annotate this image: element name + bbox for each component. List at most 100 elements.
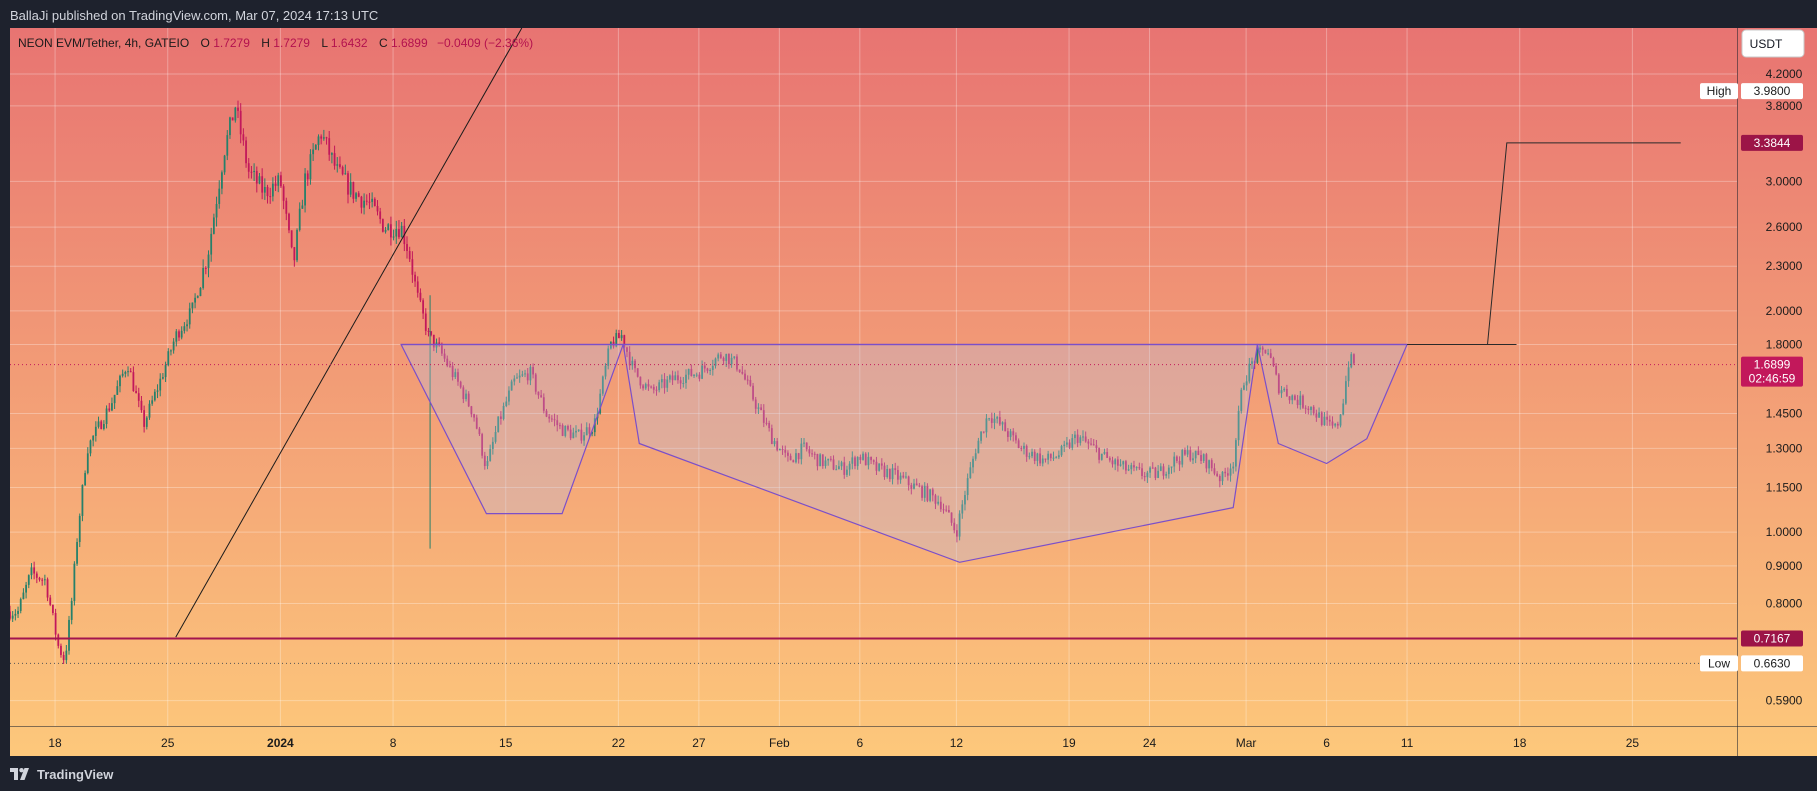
candle-body <box>902 475 905 478</box>
candle-body <box>384 230 387 232</box>
candle-body <box>1200 455 1202 461</box>
candle-body <box>660 379 663 383</box>
candle-body <box>1106 452 1109 458</box>
x-tick-label: 6 <box>1323 736 1330 750</box>
candle-body <box>1167 467 1170 475</box>
y-tick-label: 0.8000 <box>1766 596 1803 610</box>
candle-body <box>78 515 81 542</box>
candle-body <box>65 650 68 661</box>
candle-body <box>1125 461 1127 471</box>
candle-body <box>454 372 457 377</box>
candle-body <box>762 410 765 423</box>
candle-body <box>1154 467 1157 478</box>
candle-body <box>542 397 545 411</box>
target-price-tag-text: 3.3844 <box>1754 136 1791 150</box>
candle-body <box>1192 458 1194 461</box>
candle-body <box>846 469 848 475</box>
candle-body <box>550 418 553 420</box>
candle-body <box>572 432 575 439</box>
candle-body <box>1307 408 1310 410</box>
candle-body <box>424 313 427 331</box>
price-axis[interactable]: 4.2000 3.8000 3.0000 2.6000 2.3000 2.0000 1.80… <box>1766 67 1803 708</box>
candle-body <box>1208 460 1210 469</box>
candle-body <box>145 417 148 427</box>
candle-body <box>988 418 991 420</box>
candle-body <box>81 485 84 516</box>
publish-info: BallaJi published on TradingView.com, Ma… <box>10 8 379 23</box>
candle-body <box>518 375 521 378</box>
low-value-box <box>1741 655 1803 672</box>
time-axis[interactable]: 18 25 2024 8 15 22 27 Feb 6 12 19 24 Mar 6 11 18 25 <box>48 736 1639 750</box>
candle-body <box>328 138 331 155</box>
candle-body <box>1146 472 1149 478</box>
candle-body <box>1248 363 1251 382</box>
candle-body <box>795 453 797 463</box>
candle-body <box>1165 474 1168 476</box>
candle-body <box>1269 353 1272 358</box>
currency-button[interactable]: USDT <box>1741 29 1805 58</box>
candle-body <box>250 171 253 173</box>
candle-body <box>183 326 186 331</box>
candle-body <box>1288 396 1291 401</box>
candle-body <box>1031 451 1033 457</box>
candle-body <box>1229 468 1232 476</box>
x-tick-label: 18 <box>1513 736 1527 750</box>
candle-body <box>465 393 467 400</box>
candle-body <box>451 365 454 377</box>
target-price-tag <box>1741 134 1803 151</box>
candle-body <box>207 254 210 268</box>
candle-body <box>285 200 288 214</box>
candle-body <box>33 567 36 574</box>
candle-body <box>215 203 218 218</box>
candle-body <box>1092 444 1095 446</box>
currency-label: USDT <box>1750 37 1783 51</box>
candle-body <box>618 333 620 339</box>
candle-body <box>188 308 191 325</box>
candle-body <box>1009 431 1012 437</box>
candle-body <box>1178 460 1181 465</box>
candle-body <box>1173 456 1176 467</box>
candle-body <box>1202 454 1205 461</box>
candle-body <box>996 417 999 419</box>
candle-body <box>510 381 513 391</box>
candle-body <box>569 429 572 439</box>
candle-body <box>556 420 559 426</box>
candle-body <box>703 365 706 369</box>
y-tick-label: 0.9000 <box>1766 559 1803 573</box>
candle-body <box>1275 365 1278 375</box>
candle-body <box>212 217 215 234</box>
candle-body <box>449 365 451 367</box>
candle-body <box>583 435 585 441</box>
candle-body <box>1175 456 1178 461</box>
candle-body <box>1084 436 1087 442</box>
candle-body <box>497 416 500 432</box>
x-tick-label: 18 <box>48 736 62 750</box>
candle-body <box>210 233 213 255</box>
legend-open-label: O <box>201 36 210 50</box>
footer-brand[interactable]: TradingView <box>10 763 113 785</box>
x-tick-label: 24 <box>1143 736 1157 750</box>
candle-body <box>1261 347 1264 350</box>
candle-body <box>400 225 403 238</box>
candle-body <box>1122 461 1125 465</box>
candle-body <box>682 382 685 384</box>
candle-body <box>392 236 395 238</box>
candle-body <box>237 107 239 111</box>
x-tick-label: 6 <box>856 736 863 750</box>
candle-body <box>1049 453 1052 459</box>
candle-body <box>1111 460 1114 465</box>
candle-body <box>553 419 556 421</box>
candle-body <box>314 144 317 150</box>
candle-body <box>725 353 728 361</box>
candle-body <box>588 427 591 434</box>
candle-body <box>140 400 143 411</box>
candle-body <box>521 374 524 376</box>
candle-body <box>1149 467 1151 473</box>
candle-body <box>84 473 87 486</box>
candle-body <box>1017 440 1020 449</box>
candle-body <box>848 463 851 470</box>
candle-body <box>127 371 129 373</box>
candle-body <box>1133 465 1135 468</box>
candle-body <box>931 489 934 496</box>
